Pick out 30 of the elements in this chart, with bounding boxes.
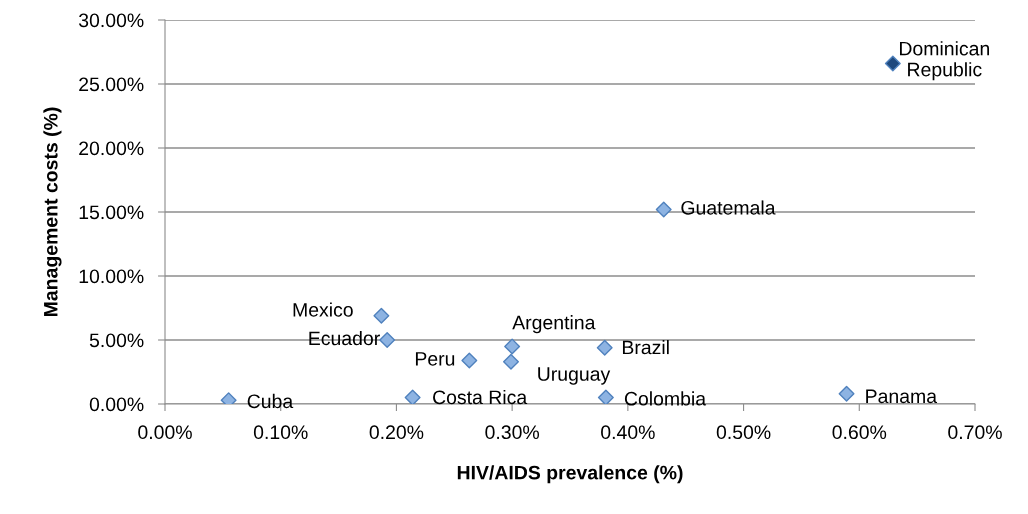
x-tick-label: 0.10%: [253, 425, 308, 440]
annotation: Dominican Republic: [899, 41, 989, 81]
annotation: Colombia: [624, 391, 707, 406]
annotation: Costa Rica: [433, 389, 528, 405]
y-tick-label: 0.00%: [89, 397, 144, 412]
x-tick-label: 0.30%: [485, 425, 540, 440]
annotation: Mexico: [293, 302, 353, 317]
y-tick-label: 10.00%: [79, 269, 144, 284]
annotation: Ecuador: [309, 330, 380, 346]
y-axis-title: Management costs (%): [43, 107, 62, 317]
point: [404, 389, 421, 404]
x-tick-label: 0.60%: [832, 425, 887, 440]
annotation: Brazil: [622, 340, 669, 355]
y-tick-label: 25.00%: [79, 77, 144, 92]
annotation: Peru: [415, 352, 455, 366]
y-tick-label: 30.00%: [78, 13, 144, 28]
y-tick-label: 15.00%: [79, 205, 144, 220]
annotation: Argentina: [512, 315, 596, 334]
annotation: Cuba: [247, 393, 294, 409]
annotation: Guatemala: [681, 200, 776, 215]
y-tick-label: 20.00%: [79, 141, 144, 156]
x-tick-label: 0.50%: [716, 425, 771, 440]
y-tick-label: 5.00%: [89, 333, 144, 348]
x-tick-label: 0.00%: [138, 425, 192, 440]
annotation: Panama: [866, 389, 938, 404]
x-tick-label: 0.70%: [948, 425, 1002, 440]
x-axis-title: HIV/AIDS prevalence (%): [457, 465, 683, 484]
annotation: Uruguay: [538, 367, 611, 385]
x-tick-label: 0.20%: [369, 425, 424, 440]
x-tick-label: 0.40%: [601, 425, 655, 440]
